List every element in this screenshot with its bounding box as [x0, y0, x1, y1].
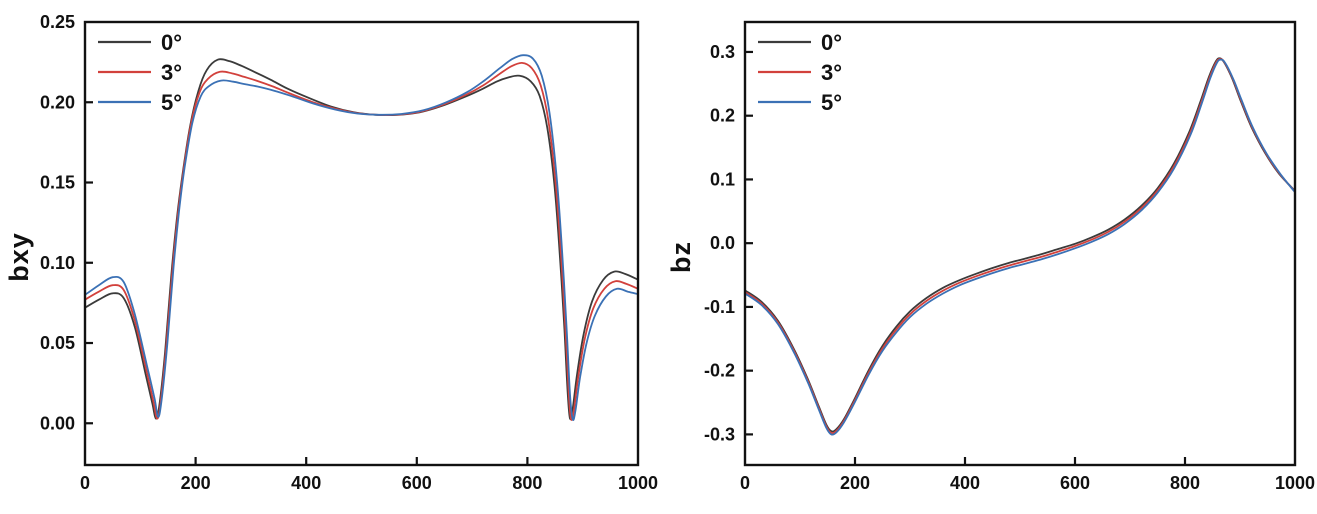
plot-area-bxy: 0 200 400 600 800 1000 0.00 0.05 0.10 0.15 0.20 0.2…: [40, 12, 658, 493]
x-tick-label: 400: [950, 473, 980, 493]
x-tick-label: 600: [1060, 473, 1090, 493]
y-tick-label: 0.05: [40, 333, 75, 353]
legend: 0° 3° 5°: [758, 30, 842, 115]
axes-frame: [83, 20, 640, 467]
x-tick-label: 800: [512, 473, 542, 493]
y-tick-label: 0.15: [40, 173, 75, 193]
series-line-2: [744, 58, 1296, 436]
legend: 0° 3° 5°: [98, 30, 182, 115]
chart-bz: bz 0 200 400 600 800 1000 -0.3 -0.2 -0.1 0.0 0.1 0.…: [658, 0, 1317, 514]
x-tick-label: 200: [840, 473, 870, 493]
y-tick-label: 0.00: [40, 413, 75, 433]
series-line-1: [744, 58, 1296, 435]
axes-frame: [743, 20, 1297, 467]
x-tick-label: 1000: [1275, 473, 1315, 493]
chart-bxy: bxy 0 200 400 600 800 1000 0.00 0.05 0.10 0.15 0.2…: [0, 0, 658, 514]
y-tick-label: -0.1: [704, 297, 735, 317]
x-tick-label: 400: [291, 473, 321, 493]
y-tick-label: 0.10: [40, 253, 75, 273]
y-tick-label: -0.2: [704, 361, 735, 381]
y-tick-label: 0.2: [710, 106, 735, 126]
legend-label-2: 5°: [821, 90, 842, 115]
y-tick-label: 0.25: [40, 12, 75, 32]
legend-label-2: 5°: [161, 90, 182, 115]
legend-label-1: 3°: [161, 60, 182, 85]
y-tick-label: 0.0: [710, 233, 735, 253]
legend-label-1: 3°: [821, 60, 842, 85]
plot-area-bz: 0 200 400 600 800 1000 -0.3 -0.2 -0.1 0.0 0.1 0.2 0.…: [704, 20, 1315, 493]
series-line-2: [84, 54, 639, 421]
x-tick-label: 600: [402, 473, 432, 493]
x-tick-label: 800: [1170, 473, 1200, 493]
y-tick-label: -0.3: [704, 424, 735, 444]
legend-label-0: 0°: [821, 30, 842, 55]
x-tick-label: 0: [80, 473, 90, 493]
y-tick-label: 0.20: [40, 92, 75, 112]
y-tick-label: 0.3: [710, 42, 735, 62]
x-tick-label: 200: [181, 473, 211, 493]
x-tick-label: 0: [740, 473, 750, 493]
series-line-1: [84, 61, 639, 421]
x-tick-label: 1000: [618, 473, 658, 493]
y-tick-label: 0.1: [710, 169, 735, 189]
legend-label-0: 0°: [161, 30, 182, 55]
